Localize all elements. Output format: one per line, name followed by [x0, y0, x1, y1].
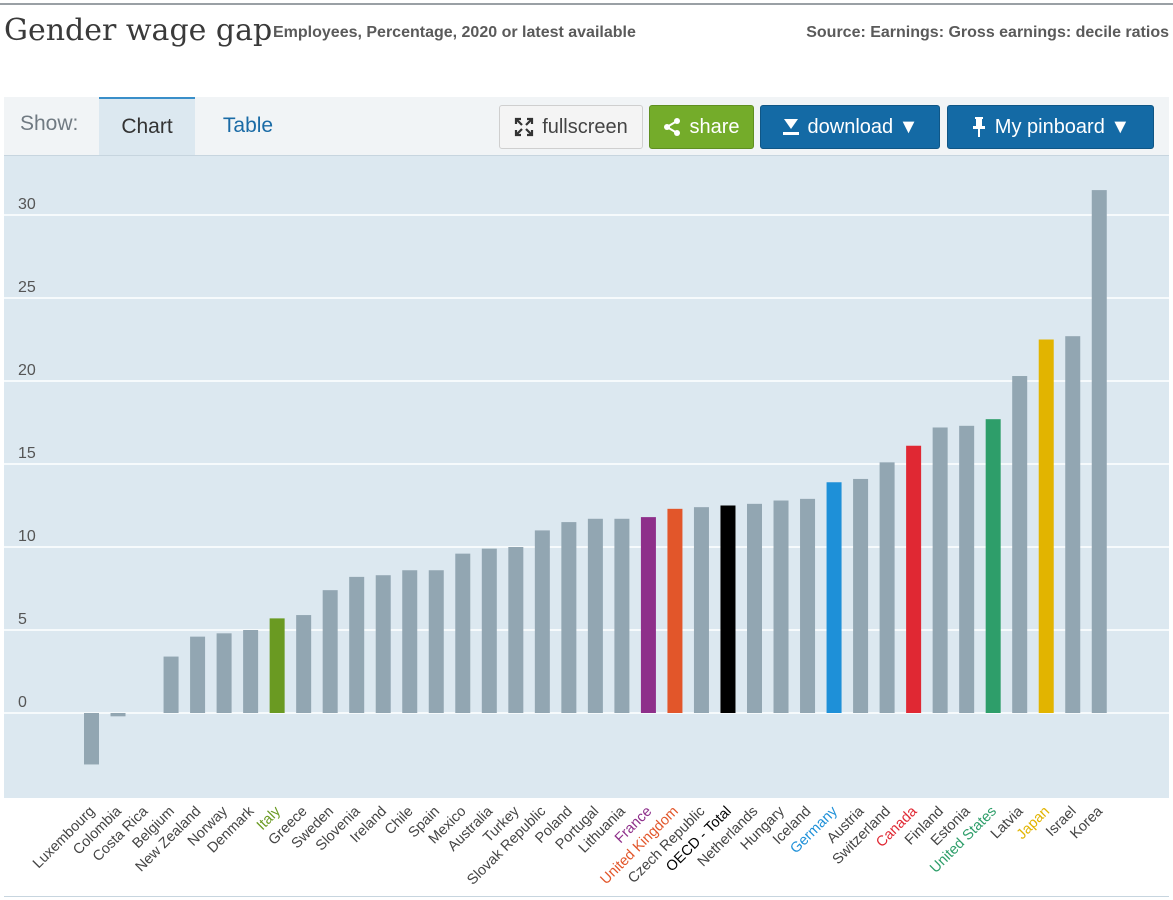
download-label: download ▼ [807, 115, 919, 138]
y-tick-label: 0 [18, 694, 27, 711]
bar[interactable] [322, 590, 338, 713]
bar[interactable] [879, 462, 895, 713]
share-label: share [689, 115, 740, 138]
bar[interactable] [428, 570, 444, 713]
bar[interactable] [296, 615, 312, 713]
source-text: Source: Earnings: Gross earnings: decile… [806, 24, 1169, 41]
bar[interactable] [1091, 190, 1107, 714]
bar[interactable] [402, 570, 418, 713]
toolbar: Show: Chart Table fullscreen share [4, 97, 1169, 156]
y-tick-label: 10 [18, 528, 36, 545]
bar[interactable] [1038, 339, 1054, 714]
bar[interactable] [190, 636, 206, 713]
share-button[interactable]: share [649, 105, 754, 149]
bar[interactable] [216, 633, 232, 713]
page-title: Gender wage gap [4, 13, 273, 48]
fullscreen-icon [514, 117, 534, 137]
bar[interactable] [508, 547, 524, 713]
fullscreen-button[interactable]: fullscreen [499, 105, 643, 149]
show-label: Show: [20, 112, 79, 135]
bar[interactable] [906, 445, 922, 713]
y-tick-label: 25 [18, 279, 36, 296]
bar[interactable] [959, 425, 975, 713]
bar[interactable] [800, 498, 816, 713]
top-rule [0, 3, 1173, 5]
my-pinboard-button[interactable]: My pinboard ▼ [947, 105, 1154, 149]
bar[interactable] [747, 503, 762, 713]
y-tick-label: 15 [18, 445, 36, 462]
bar[interactable] [481, 548, 497, 713]
bar[interactable] [773, 500, 789, 713]
bar[interactable] [640, 517, 656, 713]
bar[interactable] [1065, 336, 1081, 713]
bar[interactable] [269, 618, 285, 713]
download-button[interactable]: download ▼ [760, 105, 940, 149]
chart-area: 0 5 10 15 20 25 30 Luxembourg Colombia Costa Rica… [4, 156, 1169, 888]
y-tick-label: 20 [18, 362, 36, 379]
tab-chart[interactable]: Chart [99, 97, 195, 155]
y-tick-label: 30 [18, 196, 36, 213]
fullscreen-label: fullscreen [542, 115, 628, 138]
y-tick-label: 5 [18, 611, 27, 628]
page-subtitle: Employees, Percentage, 2020 or latest av… [273, 24, 636, 41]
share-icon [663, 117, 681, 137]
bar[interactable] [667, 508, 683, 713]
bar[interactable] [853, 478, 869, 713]
bar[interactable] [720, 505, 736, 714]
bar[interactable] [614, 518, 630, 713]
tab-table[interactable]: Table [222, 114, 274, 137]
bar[interactable] [84, 713, 99, 765]
bar[interactable] [455, 553, 471, 713]
bar[interactable] [375, 575, 391, 713]
bar[interactable] [110, 713, 126, 717]
bottom-rule [4, 896, 1169, 897]
download-icon [782, 117, 800, 137]
bar[interactable] [587, 518, 603, 713]
bar[interactable] [163, 656, 179, 713]
bar[interactable] [1012, 376, 1028, 713]
bar[interactable] [349, 576, 365, 713]
bar[interactable] [985, 419, 1001, 713]
bar[interactable] [534, 530, 550, 713]
bar[interactable] [561, 522, 577, 713]
pin-icon [971, 116, 987, 138]
bar[interactable] [826, 482, 842, 713]
my-pinboard-label: My pinboard ▼ [994, 115, 1131, 138]
bar[interactable] [932, 427, 948, 713]
bar[interactable] [693, 507, 709, 713]
bar[interactable] [243, 630, 259, 713]
